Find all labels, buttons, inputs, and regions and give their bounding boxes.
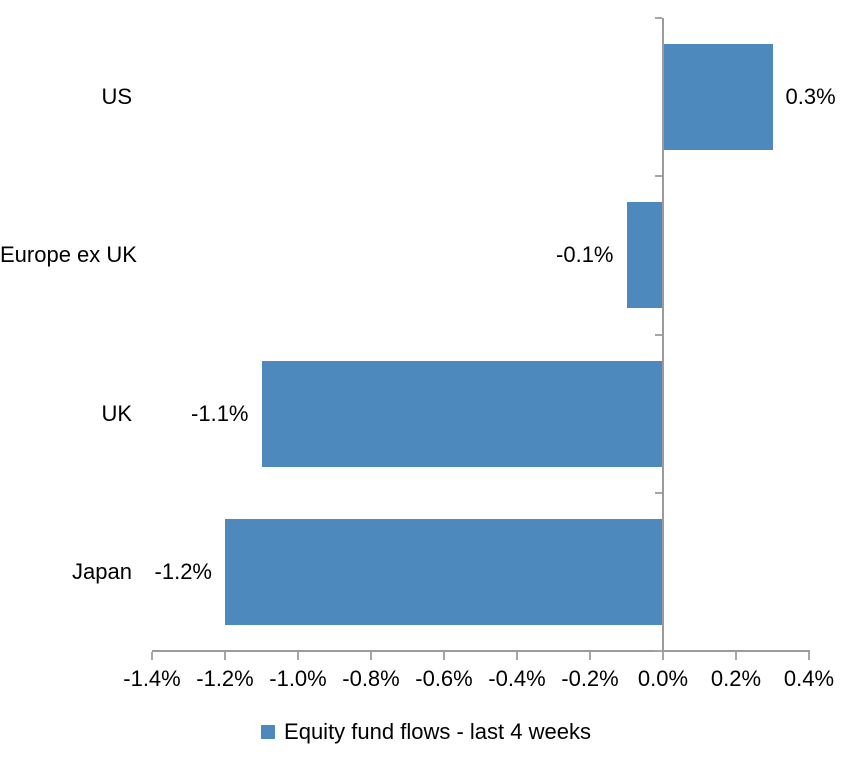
value-axis-tick <box>735 652 737 660</box>
value-label-europe-ex-uk: -0.1% <box>556 242 614 268</box>
category-axis-tick <box>655 333 662 336</box>
bar-uk <box>261 360 663 467</box>
category-axis-line <box>662 18 664 651</box>
value-axis-tick-label: -1.2% <box>196 666 254 691</box>
value-axis-tick-label: -0.2% <box>561 666 619 691</box>
category-axis-tick <box>655 650 662 652</box>
value-axis-tick-label: -0.4% <box>488 666 546 691</box>
category-axis-tick <box>655 175 662 178</box>
value-axis-line <box>152 650 810 652</box>
value-axis-tick <box>297 652 299 660</box>
value-label-japan: -1.2% <box>154 558 212 584</box>
value-axis-tick <box>151 652 153 660</box>
value-axis-tick-label: -1.4% <box>123 666 181 691</box>
category-axis-tick <box>655 491 662 494</box>
value-axis-tick <box>589 652 591 660</box>
value-axis-tick <box>224 652 226 660</box>
value-axis-tick-label: 0.4% <box>783 666 835 691</box>
legend-label: Equity fund flows - last 4 weeks <box>284 719 591 744</box>
value-axis-tick-label: -1.0% <box>269 666 327 691</box>
value-axis-tick-label: -0.8% <box>342 666 400 691</box>
value-axis-tick-label: 0.0% <box>637 666 689 691</box>
bar-us <box>663 44 773 151</box>
bar-japan <box>225 518 663 625</box>
category-label-uk: UK <box>101 400 132 426</box>
bar-europe-ex-uk <box>626 202 663 309</box>
value-label-us: 0.3% <box>785 84 836 110</box>
category-label-japan: Japan <box>72 558 132 584</box>
value-axis-tick <box>808 652 810 660</box>
value-axis-tick-label: 0.2% <box>710 666 762 691</box>
value-axis-tick <box>516 652 518 660</box>
legend-swatch-icon <box>261 725 276 739</box>
value-axis-tick-label: -0.6% <box>415 666 473 691</box>
value-label-uk: -1.1% <box>191 400 249 426</box>
value-axis-tick <box>662 652 664 660</box>
category-axis-tick <box>655 17 662 19</box>
value-axis-tick <box>443 652 445 660</box>
legend: Equity fund flows - last 4 weeks <box>0 719 852 745</box>
category-label-europe-ex-uk: Europe ex UK <box>0 242 137 268</box>
category-label-us: US <box>101 84 132 110</box>
value-axis-tick <box>370 652 372 660</box>
